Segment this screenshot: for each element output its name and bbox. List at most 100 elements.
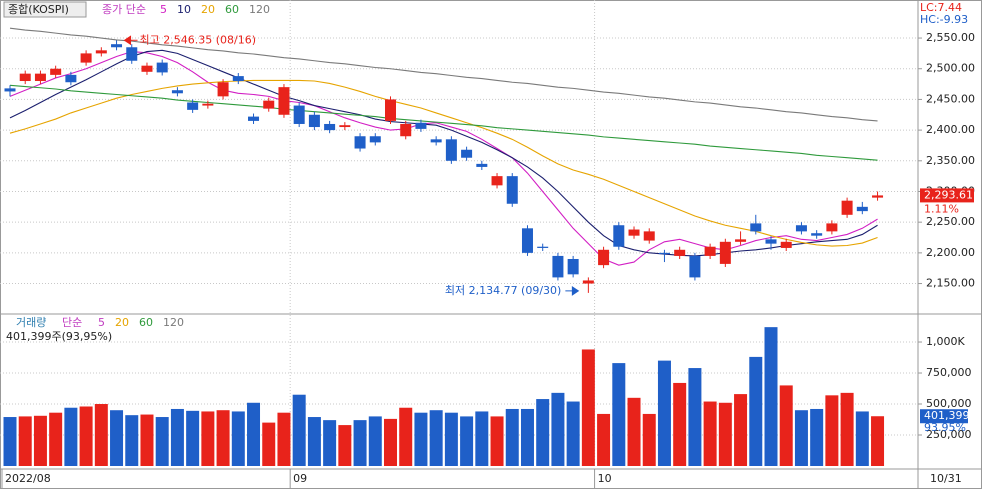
candle-body xyxy=(521,228,533,253)
volume-bar xyxy=(810,408,824,466)
title-box xyxy=(3,1,87,18)
volume-info: 401,399주(93,95%) xyxy=(6,330,112,343)
candle-body xyxy=(658,252,670,255)
end-date-label: 10/31 xyxy=(930,472,962,485)
volume-bar xyxy=(353,420,367,466)
candle-body xyxy=(674,249,686,256)
volume-bar xyxy=(581,349,595,466)
volume-bar xyxy=(749,356,763,466)
ma-line xyxy=(9,27,878,122)
candle-body xyxy=(598,249,610,266)
volume-bar xyxy=(490,416,504,466)
candle-body xyxy=(856,206,868,212)
volume-bar xyxy=(871,416,885,466)
candle-body xyxy=(537,246,549,248)
last-volume-box xyxy=(920,409,968,424)
last-volume-ratio: 93.95% xyxy=(924,421,966,434)
candle-body xyxy=(613,225,625,247)
volume-bar xyxy=(764,327,778,466)
y-tick-label: 2,200.00 xyxy=(926,246,975,259)
ma-line xyxy=(9,79,878,247)
candle-body xyxy=(430,139,442,143)
volume-bar xyxy=(566,401,580,466)
volume-bar xyxy=(170,408,184,466)
candle-body xyxy=(354,136,366,149)
y-tick-label: 500,000 xyxy=(926,397,972,410)
volume-bar xyxy=(505,408,519,466)
volume-bar xyxy=(429,410,443,466)
candle-body xyxy=(217,82,229,97)
volume-bar xyxy=(414,412,428,466)
candle-body xyxy=(811,233,823,236)
candle-body xyxy=(156,62,168,73)
annotation: 최저 2,134.77 (09/30) xyxy=(445,284,562,297)
candle-body xyxy=(232,76,244,82)
candle-body xyxy=(552,255,564,278)
y-tick-label: 2,500.00 xyxy=(926,62,975,75)
candle-body xyxy=(567,258,579,275)
volume-bar xyxy=(734,394,748,466)
candle-body xyxy=(689,255,701,278)
candle-body xyxy=(780,241,792,248)
volume-bar xyxy=(110,410,124,466)
volume-bar xyxy=(323,420,337,466)
volume-bar xyxy=(125,415,139,466)
candle-body xyxy=(628,229,640,236)
hc-label: HC:-9.93 xyxy=(920,13,968,26)
volume-bar xyxy=(292,394,306,466)
volume-bar xyxy=(3,417,17,466)
annotation-arrow xyxy=(123,35,138,46)
candle-body xyxy=(415,122,427,129)
volume-bar xyxy=(536,399,550,466)
volume-bar xyxy=(64,407,78,466)
volume-bar xyxy=(33,415,47,466)
volume-bar xyxy=(262,422,276,466)
volume-bar xyxy=(155,417,169,466)
ma-line xyxy=(9,49,878,257)
x-tick-label: 10 xyxy=(598,472,612,485)
volume-bar xyxy=(718,402,732,466)
legend-entry: 20 xyxy=(115,316,129,329)
volume-bar xyxy=(840,392,854,466)
legend-entry: 60 xyxy=(225,3,239,16)
volume-bar xyxy=(201,411,215,466)
y-tick-label: 1,000K xyxy=(926,335,965,348)
candle-body xyxy=(95,50,107,54)
legend-entry: 10 xyxy=(177,3,191,16)
volume-bar xyxy=(18,416,32,466)
volume-bar xyxy=(673,382,687,466)
volume-bar xyxy=(855,411,869,466)
volume-bar xyxy=(49,412,63,466)
candle-body xyxy=(171,90,183,94)
legend-entry: 120 xyxy=(249,3,270,16)
candle-body xyxy=(765,239,777,244)
candle-body xyxy=(872,195,884,198)
legend-entry: 120 xyxy=(163,316,184,329)
candle-body xyxy=(339,125,351,128)
y-tick-label: 750,000 xyxy=(926,366,972,379)
candle-body xyxy=(80,53,92,63)
candle-body xyxy=(582,280,594,284)
candle-body xyxy=(476,163,488,167)
lc-label: LC:7.44 xyxy=(920,1,962,14)
y-tick-label: 2,150.00 xyxy=(926,277,975,290)
ma-line xyxy=(9,50,878,266)
volume-bar xyxy=(779,385,793,466)
candle-body xyxy=(841,200,853,215)
x-tick-label: 2022/08 xyxy=(5,472,51,485)
candle-body xyxy=(308,114,320,128)
candle-body xyxy=(400,123,412,137)
candle-body xyxy=(50,68,62,75)
ma-line xyxy=(9,84,878,161)
volume-ma-label: 단순 xyxy=(62,316,82,329)
last-change-label: 1.11% xyxy=(924,202,959,215)
volume-bar xyxy=(186,410,200,466)
candle-body xyxy=(278,87,290,115)
candle-body xyxy=(750,223,762,232)
candle-body xyxy=(461,149,473,158)
volume-bar xyxy=(247,402,261,466)
annotation-arrow xyxy=(565,285,580,296)
volume-bar xyxy=(597,413,611,466)
volume-bar xyxy=(657,360,671,466)
